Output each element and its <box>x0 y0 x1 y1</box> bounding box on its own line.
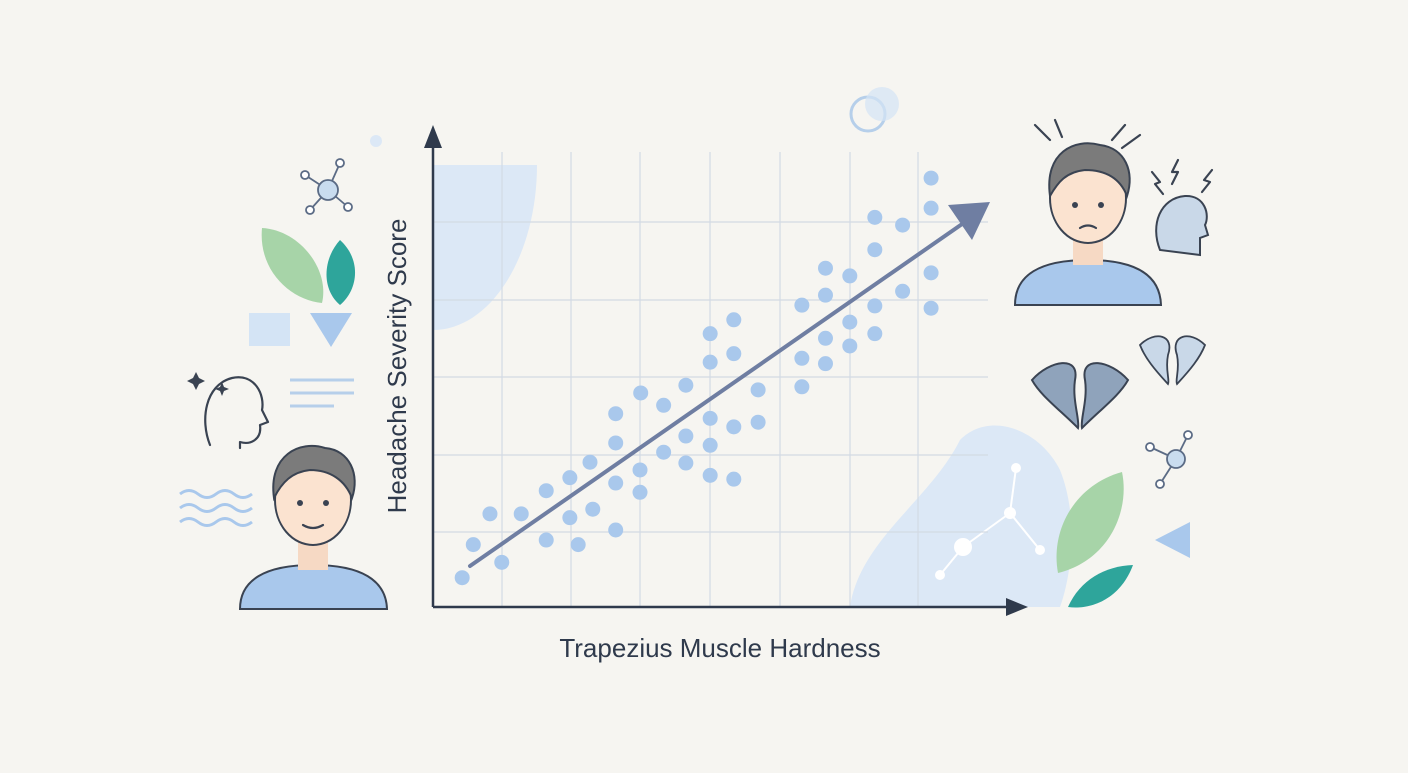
point <box>702 467 718 483</box>
point <box>538 532 554 548</box>
point <box>702 410 718 426</box>
point <box>726 346 742 362</box>
point <box>702 354 718 370</box>
point <box>585 501 601 517</box>
point <box>750 382 766 398</box>
point <box>678 377 694 393</box>
point <box>632 462 648 478</box>
point <box>867 298 883 314</box>
decor-right <box>849 87 1214 608</box>
point <box>608 475 624 491</box>
point <box>794 297 810 313</box>
point <box>794 350 810 366</box>
point <box>895 217 911 233</box>
point <box>608 435 624 451</box>
point <box>726 419 742 435</box>
x-axis-label: Trapezius Muscle Hardness <box>559 633 880 663</box>
point <box>817 330 833 346</box>
point <box>923 300 939 316</box>
point <box>656 397 672 413</box>
point <box>842 268 858 284</box>
point <box>608 406 624 422</box>
point <box>678 428 694 444</box>
decor-network <box>935 463 1045 580</box>
point <box>923 265 939 281</box>
point <box>867 209 883 225</box>
point <box>562 510 578 526</box>
point <box>582 454 598 470</box>
decor-left <box>179 135 389 610</box>
point <box>842 314 858 330</box>
point <box>867 326 883 342</box>
point <box>678 455 694 471</box>
point <box>454 570 470 586</box>
point <box>867 242 883 258</box>
point <box>923 170 939 186</box>
point <box>632 484 648 500</box>
point <box>562 470 578 486</box>
grid <box>433 152 988 607</box>
points <box>454 170 939 586</box>
point <box>750 414 766 430</box>
point <box>895 283 911 299</box>
point <box>923 200 939 216</box>
point <box>633 385 649 401</box>
point <box>817 260 833 276</box>
decor-shape <box>850 425 1072 607</box>
point <box>482 506 498 522</box>
point <box>817 287 833 303</box>
point <box>702 326 718 342</box>
y-axis-label: Headache Severity Score <box>382 219 412 514</box>
point <box>726 312 742 328</box>
point <box>842 338 858 354</box>
point <box>538 483 554 499</box>
point <box>608 522 624 538</box>
point <box>817 356 833 372</box>
point <box>513 506 529 522</box>
point <box>702 437 718 453</box>
axes <box>424 125 1028 616</box>
point <box>726 471 742 487</box>
point <box>494 554 510 570</box>
point <box>656 444 672 460</box>
decor-shape <box>433 165 537 330</box>
trend-arrow <box>468 202 990 568</box>
point <box>465 537 481 553</box>
point <box>794 379 810 395</box>
point <box>570 537 586 553</box>
